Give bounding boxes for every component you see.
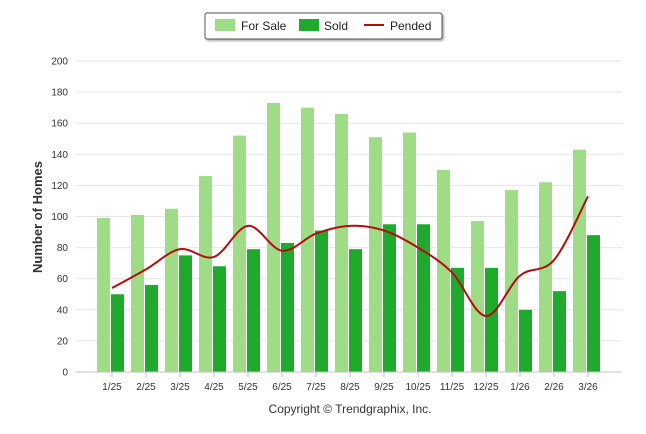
legend-swatch-for-sale xyxy=(215,19,235,31)
bar-for-sale xyxy=(437,169,450,372)
pended-line-layer xyxy=(111,195,589,318)
y-tick-label: 140 xyxy=(51,150,68,161)
bar-for-sale xyxy=(97,218,110,372)
y-tick-label: 60 xyxy=(57,274,69,285)
bar-for-sale xyxy=(165,208,178,372)
x-tick-label: 3/26 xyxy=(578,382,598,393)
y-tick-label: 180 xyxy=(51,88,68,99)
legend-swatch-sold xyxy=(299,19,319,31)
bar-sold xyxy=(519,309,532,372)
y-tick-label: 200 xyxy=(51,57,68,68)
copyright-credit: Copyright © Trendgraphix, Inc. xyxy=(269,402,432,416)
bar-for-sale xyxy=(471,221,484,372)
legend: For Sale Sold Pended xyxy=(204,12,443,40)
y-axis-label: Number of Homes xyxy=(30,161,45,273)
bar-sold xyxy=(451,267,464,372)
bar-sold xyxy=(417,224,430,372)
x-tick-label: 2/25 xyxy=(136,382,156,393)
x-tick-label: 1/25 xyxy=(102,382,122,393)
bar-for-sale xyxy=(301,107,314,373)
legend-label-pended: Pended xyxy=(390,19,431,33)
bar-for-sale xyxy=(369,137,382,372)
bar-sold xyxy=(383,224,396,372)
bar-for-sale xyxy=(539,182,552,372)
y-tick-label: 80 xyxy=(57,243,69,254)
bar-sold xyxy=(213,266,226,372)
bar-for-sale xyxy=(335,113,348,373)
x-tick-label: 7/25 xyxy=(306,382,326,393)
y-tick-label: 40 xyxy=(57,305,69,316)
x-tick-label: 1/26 xyxy=(510,382,530,393)
bar-sold xyxy=(553,291,566,372)
x-tick-label: 12/25 xyxy=(473,382,498,393)
bar-for-sale xyxy=(199,176,212,372)
legend-box xyxy=(204,12,443,40)
bar-for-sale xyxy=(233,135,246,372)
y-tick-label: 0 xyxy=(62,368,68,379)
bar-sold xyxy=(179,255,192,372)
bar-for-sale xyxy=(573,149,586,372)
x-tick-label: 6/25 xyxy=(272,382,292,393)
axes: 0 20 40 60 80 100 120 140 160 180 200 1/25 2/25 3/25 4… xyxy=(51,57,622,393)
x-tick-label: 3/25 xyxy=(170,382,190,393)
y-tick-label: 20 xyxy=(57,336,69,347)
x-tick-label: 9/25 xyxy=(374,382,394,393)
bar-sold xyxy=(349,249,362,372)
bar-for-sale xyxy=(403,132,416,372)
y-tick-label: 120 xyxy=(51,181,68,192)
bar-sold xyxy=(145,284,158,372)
bar-sold xyxy=(315,230,328,372)
x-tick-label: 2/26 xyxy=(544,382,564,393)
x-tick-label: 10/25 xyxy=(405,382,430,393)
bar-for-sale xyxy=(267,102,280,373)
x-tick-label: 4/25 xyxy=(204,382,224,393)
x-tick-label: 8/25 xyxy=(340,382,360,393)
bar-sold xyxy=(111,294,124,372)
y-tick-label: 160 xyxy=(51,119,68,130)
bar-for-sale xyxy=(505,190,518,372)
bar-sold xyxy=(281,242,294,372)
bar-for-sale xyxy=(131,214,144,372)
x-tick-label: 5/25 xyxy=(238,382,258,393)
y-tick-label: 100 xyxy=(51,212,68,223)
x-tick-label: 11/25 xyxy=(440,382,465,393)
legend-label-sold: Sold xyxy=(324,19,348,33)
bars xyxy=(97,102,600,373)
bar-sold xyxy=(485,267,498,372)
legend-label-for-sale: For Sale xyxy=(241,19,287,33)
bar-sold xyxy=(587,235,600,372)
pended-line xyxy=(111,195,589,318)
bar-sold xyxy=(247,249,260,372)
